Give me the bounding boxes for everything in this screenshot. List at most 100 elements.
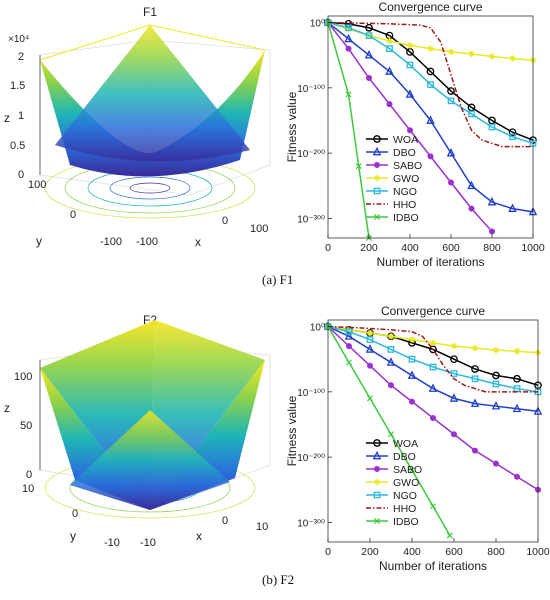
data-point-woa bbox=[447, 87, 455, 95]
data-point-ngo bbox=[408, 355, 416, 363]
data-point-gwo bbox=[406, 42, 414, 49]
data-point-woa bbox=[426, 67, 435, 76]
data-point-gwo bbox=[450, 342, 458, 350]
data-point-sabo bbox=[468, 205, 475, 212]
data-point-ngo bbox=[427, 81, 434, 88]
legend-entry-gwo: GWO bbox=[366, 173, 419, 185]
data-point-dbo bbox=[426, 115, 435, 124]
data-point-sabo bbox=[346, 343, 352, 350]
y-tick-1: 0 bbox=[70, 209, 76, 221]
caption-b: (b) F2 bbox=[262, 572, 295, 587]
data-point-woa bbox=[471, 365, 479, 373]
data-point-woa bbox=[450, 355, 458, 364]
data-point-gwo bbox=[488, 53, 496, 60]
x-axis-label: Number of iterations bbox=[376, 255, 484, 269]
data-point-sabo bbox=[514, 473, 520, 480]
legend-label: IDBO bbox=[393, 516, 419, 528]
data-point-dbo bbox=[365, 344, 375, 353]
legend-marker bbox=[374, 162, 380, 168]
data-point-gwo bbox=[345, 326, 353, 333]
legend-label: HHO bbox=[393, 199, 416, 211]
data-point-sabo bbox=[472, 447, 478, 454]
x-tick-label: 800 bbox=[483, 242, 501, 254]
data-point-dbo bbox=[428, 383, 438, 392]
y-tick-label: 10⁰ bbox=[310, 19, 325, 30]
surface-plot-f2: F2 0 50 100 z 10 0 -10 y 10 0 -10 x bbox=[4, 313, 271, 549]
convergence-chart-f2: Convergence curve 0 200 400 600 800 1000 10⁰ 10⁻… bbox=[285, 304, 550, 572]
series-line-hho bbox=[327, 325, 538, 393]
data-point-ngo bbox=[386, 45, 393, 52]
series-line-woa bbox=[327, 21, 534, 141]
data-point-dbo bbox=[405, 89, 415, 98]
legend-entry-idbo: IDBO bbox=[366, 212, 419, 224]
series-ngo bbox=[324, 19, 537, 147]
surface-title: F1 bbox=[143, 5, 157, 19]
data-point-dbo bbox=[386, 357, 396, 366]
legend-label: WOA bbox=[393, 134, 418, 146]
x-axis-label: x bbox=[196, 529, 202, 543]
data-point-dbo bbox=[344, 331, 354, 340]
data-point-sabo bbox=[407, 127, 413, 134]
chart-title: Convergence curve bbox=[381, 304, 485, 318]
data-point-ngo bbox=[509, 133, 516, 141]
legend-marker bbox=[374, 518, 380, 524]
z-tick-0: 0 bbox=[26, 469, 32, 481]
data-point-idbo bbox=[430, 503, 436, 510]
z-axis-label: z bbox=[4, 401, 10, 415]
x-tick-label: 400 bbox=[403, 546, 421, 558]
series-line-ngo bbox=[327, 325, 539, 393]
data-point-woa bbox=[492, 371, 500, 380]
data-point-dbo bbox=[449, 393, 459, 402]
legend-label: WOA bbox=[393, 438, 418, 450]
data-point-sabo bbox=[430, 414, 436, 421]
data-point-dbo bbox=[491, 401, 501, 410]
y-tick-label: 10⁻¹⁰⁰ bbox=[297, 388, 325, 399]
series-hho bbox=[327, 21, 533, 148]
data-point-gwo bbox=[427, 45, 434, 52]
y-tick-label: 10⁰ bbox=[310, 323, 325, 334]
plot-frame bbox=[327, 15, 534, 239]
data-point-ngo bbox=[345, 24, 352, 32]
data-point-gwo bbox=[468, 50, 475, 58]
x-tick-2: -100 bbox=[136, 236, 158, 248]
legend-entry-dbo: DBO bbox=[366, 146, 416, 159]
data-point-woa bbox=[508, 128, 517, 137]
convergence-chart-f1: Convergence curve 0 200 400 600 800 1000 10⁰ 10⁻… bbox=[285, 0, 545, 269]
y-tick-1: 0 bbox=[72, 508, 78, 520]
data-point-sabo bbox=[366, 75, 372, 82]
y-tick-2: -100 bbox=[100, 236, 122, 248]
legend-entry-sabo: SABO bbox=[366, 464, 422, 476]
y-axis-label: Fitness value bbox=[285, 395, 299, 466]
legend-entry-hho: HHO bbox=[366, 199, 416, 211]
data-point-ngo bbox=[450, 370, 458, 377]
legend-label: NGO bbox=[393, 186, 417, 198]
data-point-idbo bbox=[345, 91, 352, 98]
data-point-sabo bbox=[388, 382, 394, 389]
data-point-dbo bbox=[512, 403, 522, 413]
data-point-gwo bbox=[366, 329, 374, 337]
series-line-ngo bbox=[327, 21, 534, 145]
z-tick-3: 1.5 bbox=[10, 80, 25, 92]
legend-marker bbox=[373, 135, 381, 143]
data-point-ngo bbox=[387, 346, 395, 353]
data-point-ngo bbox=[488, 123, 496, 131]
x-axis-label: x bbox=[195, 235, 201, 249]
x-axis-label: Number of iterations bbox=[379, 559, 487, 572]
data-point-sabo bbox=[451, 431, 457, 438]
legend-label: GWO bbox=[393, 173, 419, 185]
data-point-ngo bbox=[345, 328, 353, 336]
z-tick-0: 0 bbox=[18, 169, 24, 181]
y-tick-label: 10⁻³⁰⁰ bbox=[297, 214, 325, 225]
data-point-idbo bbox=[409, 467, 415, 474]
plot-frame bbox=[327, 319, 539, 543]
legend-label: DBO bbox=[393, 147, 416, 159]
y-axis-label: Fitness value bbox=[285, 91, 299, 162]
legend-marker bbox=[374, 466, 380, 472]
data-point-ngo bbox=[366, 336, 374, 343]
x-tick-label: 400 bbox=[401, 242, 419, 254]
data-point-sabo bbox=[409, 398, 415, 405]
data-point-gwo bbox=[513, 348, 521, 355]
legend-entry-sabo: SABO bbox=[366, 160, 422, 172]
